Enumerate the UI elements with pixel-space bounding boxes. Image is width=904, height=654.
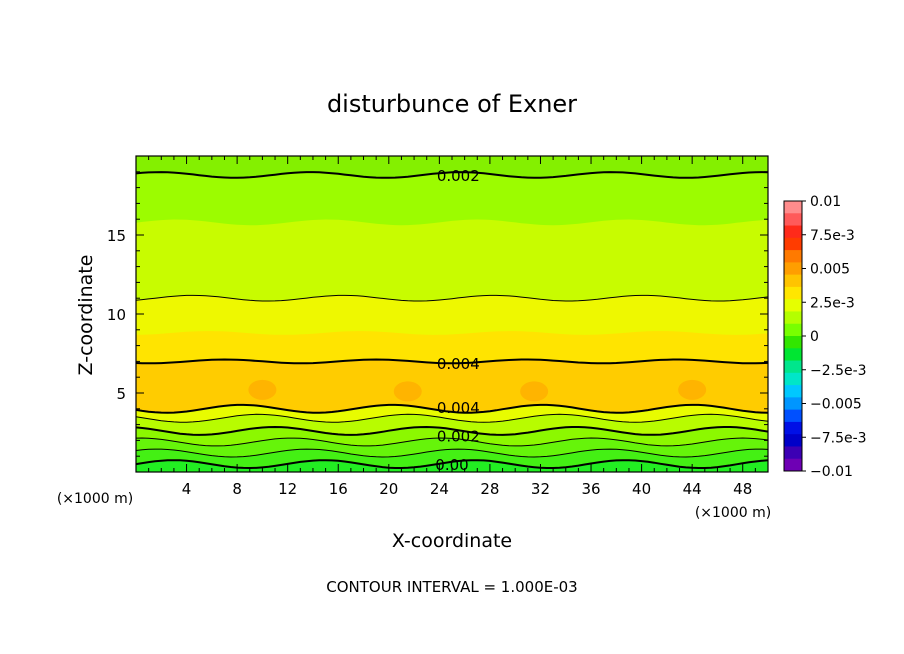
colorbar-segment (784, 225, 802, 239)
colorbar-segment (784, 385, 802, 398)
colorbar-tick-label: 0.01 (810, 194, 841, 210)
colorbar-tick-label: 7.5e-3 (810, 228, 855, 244)
y-tick-label: 10 (107, 306, 126, 324)
colorbar-segment (784, 237, 802, 251)
x-tick-label: 16 (329, 480, 348, 498)
colorbar-segment (784, 336, 802, 349)
contour-interval-note: CONTOUR INTERVAL = 1.000E-03 (326, 578, 577, 596)
colorbar-segment (784, 274, 802, 288)
colorbar-tick-label: −0.005 (810, 397, 862, 413)
plot-area: 0.002 0.004 0.004 0.002 0.00 (135, 155, 769, 474)
contour-line (135, 413, 769, 423)
x-tick-label: 44 (683, 480, 702, 498)
local-maximum (248, 379, 277, 400)
colorbar-segment (784, 250, 802, 263)
contour-line (135, 171, 769, 179)
contour-label: 0.002 (437, 428, 480, 446)
x-unit-label-left: (×1000 m) (57, 491, 133, 507)
y-axis-label: Z-coordinate (75, 255, 97, 376)
colorbar: 0.01 7.5e-3 0.005 2.5e-3 0 −2.5e-3 −0.005 −7.5e… (783, 194, 867, 480)
local-maximum (678, 379, 707, 400)
contour-line (135, 448, 769, 458)
contour-label: 0.004 (437, 355, 480, 373)
contour-line (135, 459, 769, 470)
x-tick-label: 24 (430, 480, 449, 498)
contour-label: 0.004 (437, 399, 480, 417)
colorbar-segment (784, 201, 802, 214)
x-tick-label: 4 (182, 480, 192, 498)
colorbar-segment (784, 323, 802, 337)
colorbar-segment (784, 434, 802, 447)
colorbar-tick-label: 0.005 (810, 262, 850, 278)
contour-line (135, 294, 769, 302)
x-unit-label-right: (×1000 m) (695, 505, 771, 521)
x-tick-label: 32 (531, 480, 550, 498)
colorbar-tick-label: −0.01 (810, 464, 853, 480)
colorbar-tick-label: −2.5e-3 (810, 363, 867, 379)
colorbar-segment (784, 397, 802, 411)
contour-label: 0.002 (437, 167, 480, 185)
x-axis-label: X-coordinate (392, 530, 512, 552)
colorbar-tick-label: 2.5e-3 (810, 295, 855, 311)
contour-label: 0.00 (435, 456, 468, 474)
contour-line (135, 425, 769, 436)
x-tick-label: 40 (632, 480, 651, 498)
contour-line (135, 437, 769, 447)
y-tick-label: 15 (107, 227, 126, 245)
y-axis-ticks: 5 10 15 (107, 171, 768, 457)
colorbar-segment (784, 213, 802, 227)
chart-title: disturbunce of Exner (327, 90, 577, 118)
colorbar-segment (784, 421, 802, 435)
x-tick-label: 28 (480, 480, 499, 498)
colorbar-segment (784, 262, 802, 276)
local-maximum (520, 381, 549, 402)
colorbar-segment (784, 458, 802, 472)
colorbar-segment (784, 446, 802, 460)
colorbar-tick-label: −7.5e-3 (810, 430, 867, 446)
colorbar-segment (784, 360, 802, 374)
colorbar-tick-label: 0 (810, 329, 819, 345)
colorbar-segment (784, 348, 802, 362)
colorbar-segment (784, 299, 802, 312)
contour-line (135, 358, 769, 365)
x-tick-label: 48 (733, 480, 752, 498)
x-tick-label: 12 (278, 480, 297, 498)
local-maximum (393, 381, 422, 402)
colorbar-segment (784, 409, 802, 423)
colorbar-segment (784, 372, 802, 386)
colorbar-segment (784, 286, 802, 300)
x-tick-label: 20 (379, 480, 398, 498)
colorbar-segment (784, 311, 802, 325)
contour-line (135, 403, 769, 414)
x-axis-ticks: 4 8 12 16 20 24 28 32 36 40 44 48 (148, 156, 756, 498)
x-tick-label: 8 (232, 480, 242, 498)
y-tick-label: 5 (116, 385, 126, 403)
x-tick-label: 36 (581, 480, 600, 498)
